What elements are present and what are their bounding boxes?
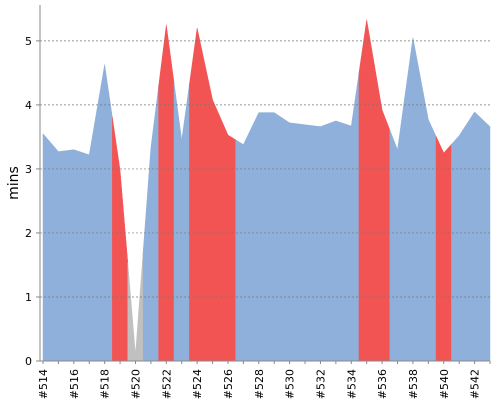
area-segment (435, 136, 452, 362)
y-tick-label: 3 (25, 163, 32, 176)
x-tick-label: #532 (314, 369, 327, 399)
y-tick-label: 5 (25, 35, 32, 48)
area-segment (482, 118, 491, 362)
x-tick-label: #516 (68, 369, 81, 399)
area-segment (127, 251, 144, 362)
x-tick-label: #536 (376, 369, 389, 399)
x-tick-label: #524 (191, 369, 204, 399)
x-tick-label: #522 (160, 369, 173, 399)
y-axis-label: mins (6, 166, 22, 200)
area-segment (389, 93, 406, 362)
x-tick-label: #538 (407, 369, 420, 399)
area-segment (358, 19, 375, 362)
area-segment (466, 111, 483, 362)
x-tick-label: #530 (284, 369, 297, 399)
area-segment (297, 123, 313, 362)
area-segment (220, 117, 236, 362)
x-tick-label: #526 (222, 369, 235, 399)
x-tick-label: #540 (438, 369, 451, 399)
x-tick-label: #518 (99, 369, 112, 399)
area-segment (65, 149, 82, 362)
x-tick-label: #542 (469, 369, 482, 399)
area-segment (420, 78, 437, 362)
area-segment (142, 86, 159, 362)
area-segment (266, 112, 283, 362)
area-segment (42, 133, 51, 362)
area-segment (374, 64, 391, 362)
area-segment (112, 117, 129, 362)
x-tick-label: #520 (129, 369, 142, 399)
area-segment (327, 120, 344, 362)
area-segment (235, 128, 252, 362)
y-tick-label: 4 (25, 99, 32, 112)
y-tick-label: 1 (25, 291, 32, 304)
area-segment (404, 37, 421, 362)
area-segment (281, 117, 298, 362)
area-segment (343, 72, 360, 362)
x-tick-label: #514 (37, 369, 50, 399)
y-tick-label: 0 (25, 355, 32, 368)
x-tick-label: #528 (253, 369, 266, 399)
area-segment (81, 109, 98, 362)
y-tick-label: 2 (25, 227, 32, 240)
area-segment (312, 123, 329, 362)
area-segment (204, 63, 221, 362)
area-segment (50, 141, 67, 362)
area-segment (158, 24, 175, 362)
area-segment (96, 64, 113, 362)
area-segment (189, 27, 206, 362)
area-segment (250, 112, 267, 362)
area-segment (173, 82, 190, 362)
area-segment (451, 122, 468, 362)
x-tick-label: #534 (345, 369, 358, 399)
